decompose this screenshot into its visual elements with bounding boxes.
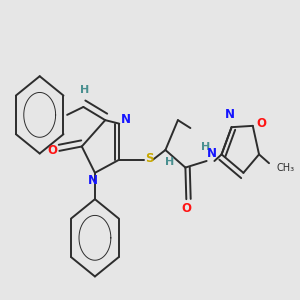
Text: N: N bbox=[121, 113, 131, 126]
Text: O: O bbox=[181, 202, 191, 215]
Text: O: O bbox=[256, 117, 266, 130]
Text: S: S bbox=[146, 152, 154, 165]
Text: H: H bbox=[80, 85, 90, 95]
Text: H: H bbox=[201, 142, 210, 152]
Text: O: O bbox=[47, 143, 58, 157]
Text: N: N bbox=[225, 108, 235, 122]
Text: H: H bbox=[164, 157, 174, 167]
Text: N: N bbox=[87, 174, 98, 187]
Text: CH₃: CH₃ bbox=[277, 163, 295, 172]
Text: N: N bbox=[207, 148, 217, 160]
